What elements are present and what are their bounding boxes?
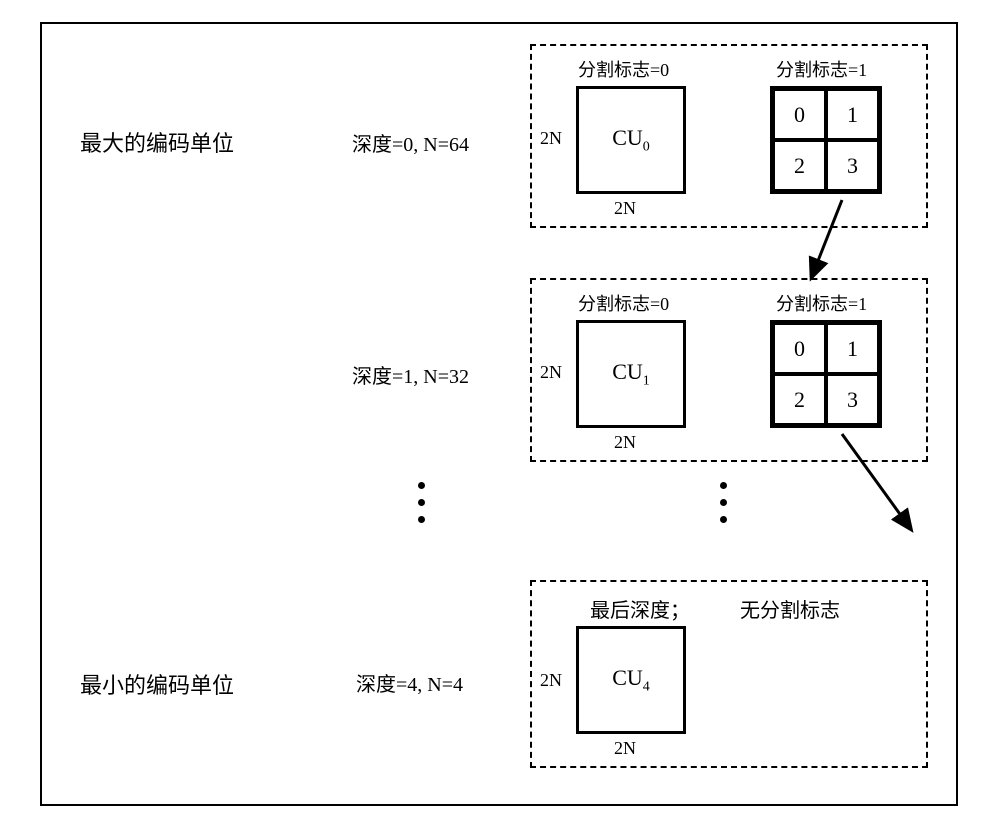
bottom-2n-d1: 2N <box>614 432 636 453</box>
ellipsis-dots-left <box>418 482 425 523</box>
quad-cell: 1 <box>826 89 879 140</box>
dot-icon <box>720 499 727 506</box>
min-coding-unit-label: 最小的编码单位 <box>80 668 234 700</box>
depth-1-label: 深度=1, N=32 <box>352 360 469 389</box>
depth-0-label: 深度=0, N=64 <box>352 128 469 157</box>
split-flag-0-label-d0: 分割标志=0 <box>578 56 669 82</box>
cu1-label: CU1 <box>612 359 650 389</box>
dot-icon <box>418 482 425 489</box>
quad-cell: 0 <box>773 323 826 374</box>
quad-cell: 1 <box>826 323 879 374</box>
cu0-label: CU0 <box>612 125 650 155</box>
split-flag-1-label-d1: 分割标志=1 <box>776 290 867 316</box>
bottom-2n-last: 2N <box>614 738 636 759</box>
quad-cell: 3 <box>826 140 879 191</box>
dot-icon <box>720 516 727 523</box>
quad-grid-d1: 0 1 2 3 <box>770 320 882 428</box>
side-2n-d0: 2N <box>540 128 562 149</box>
dot-icon <box>418 516 425 523</box>
quad-cell: 2 <box>773 374 826 425</box>
quad-cell: 2 <box>773 140 826 191</box>
split-flag-1-label-d0: 分割标志=1 <box>776 56 867 82</box>
dot-icon <box>418 499 425 506</box>
quad-grid-d0: 0 1 2 3 <box>770 86 882 194</box>
depth-last-label: 深度=4, N=4 <box>356 668 463 697</box>
ellipsis-dots-right <box>720 482 727 523</box>
side-2n-last: 2N <box>540 670 562 691</box>
bottom-2n-d0: 2N <box>614 198 636 219</box>
cu1-box: CU1 <box>576 320 686 428</box>
max-coding-unit-label: 最大的编码单位 <box>80 126 234 158</box>
cu0-box: CU0 <box>576 86 686 194</box>
quad-cell: 0 <box>773 89 826 140</box>
cu4-box: CU4 <box>576 626 686 734</box>
split-flag-0-label-d1: 分割标志=0 <box>578 290 669 316</box>
dot-icon <box>720 482 727 489</box>
quad-cell: 3 <box>826 374 879 425</box>
last-depth-text: 最后深度； <box>590 594 690 623</box>
side-2n-d1: 2N <box>540 362 562 383</box>
no-split-flag-text: 无分割标志 <box>740 594 840 623</box>
cu4-label: CU4 <box>612 665 650 695</box>
